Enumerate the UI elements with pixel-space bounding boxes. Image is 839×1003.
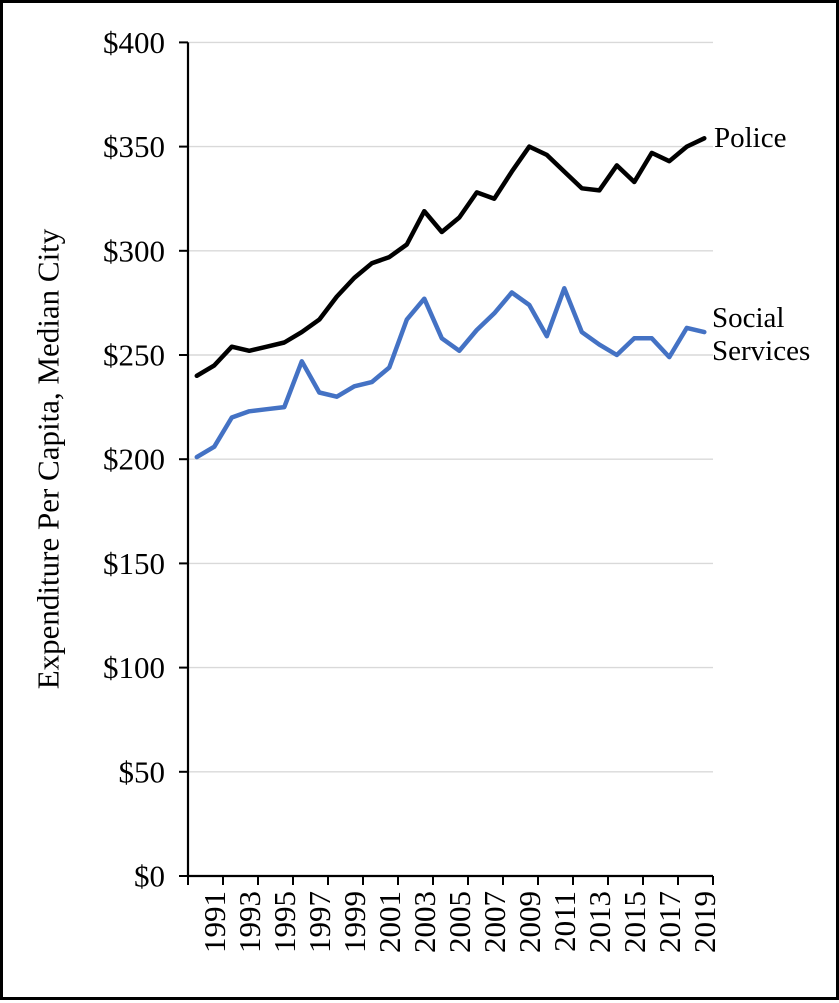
y-tick-label: $400 <box>103 25 165 60</box>
x-tick-label: 2001 <box>372 891 407 953</box>
social-services-series-label-line1: Social <box>712 302 785 334</box>
y-tick-label: $150 <box>103 546 165 581</box>
x-tick-label: 2003 <box>407 891 442 953</box>
y-axis-title: Expenditure Per Capita, Median City <box>31 228 66 689</box>
x-tick-label: 2019 <box>687 891 722 953</box>
y-tick-label: $100 <box>103 650 165 685</box>
x-tick-label: 1991 <box>197 891 232 953</box>
social-services-line <box>194 286 707 460</box>
gridlines <box>188 41 713 773</box>
x-tick-label: 2005 <box>442 891 477 953</box>
x-tick-label: 1995 <box>267 891 302 953</box>
expenditure-line-chart: $0$50$100$150$200$250$300$350$400 1991 19… <box>31 25 811 953</box>
y-axis-tick-labels: $0 $50 $100 $150 $200 $250 $300 $350 $400 <box>103 25 165 894</box>
police-series-label: Police <box>714 122 787 154</box>
x-tick-label: 1997 <box>302 891 337 953</box>
x-tick-label: 2011 <box>547 891 582 952</box>
x-tick-label: 2015 <box>617 891 652 953</box>
axes <box>179 41 714 885</box>
y-tick-label: $350 <box>103 129 165 164</box>
social-services-series-label-line2: Services <box>712 335 810 367</box>
y-tick-label: $0 <box>134 859 165 894</box>
x-tick-label: 2007 <box>477 891 512 953</box>
y-tick-label: $250 <box>103 338 165 373</box>
x-tick-label: 2017 <box>652 891 687 953</box>
x-tick-label: 1999 <box>337 891 372 953</box>
series-lines <box>194 136 707 460</box>
x-tick-label: 2009 <box>512 891 547 953</box>
y-tick-label: $200 <box>103 442 165 477</box>
y-tick-label: $300 <box>103 233 165 268</box>
x-tick-label: 2013 <box>582 891 617 953</box>
x-tick-label: 1993 <box>232 891 267 953</box>
police-line <box>194 136 707 379</box>
x-axis-tick-labels: 1991 1993 1995 1997 1999 2001 2003 2005 2007 2009… <box>197 891 722 953</box>
y-tick-label: $50 <box>119 754 166 789</box>
